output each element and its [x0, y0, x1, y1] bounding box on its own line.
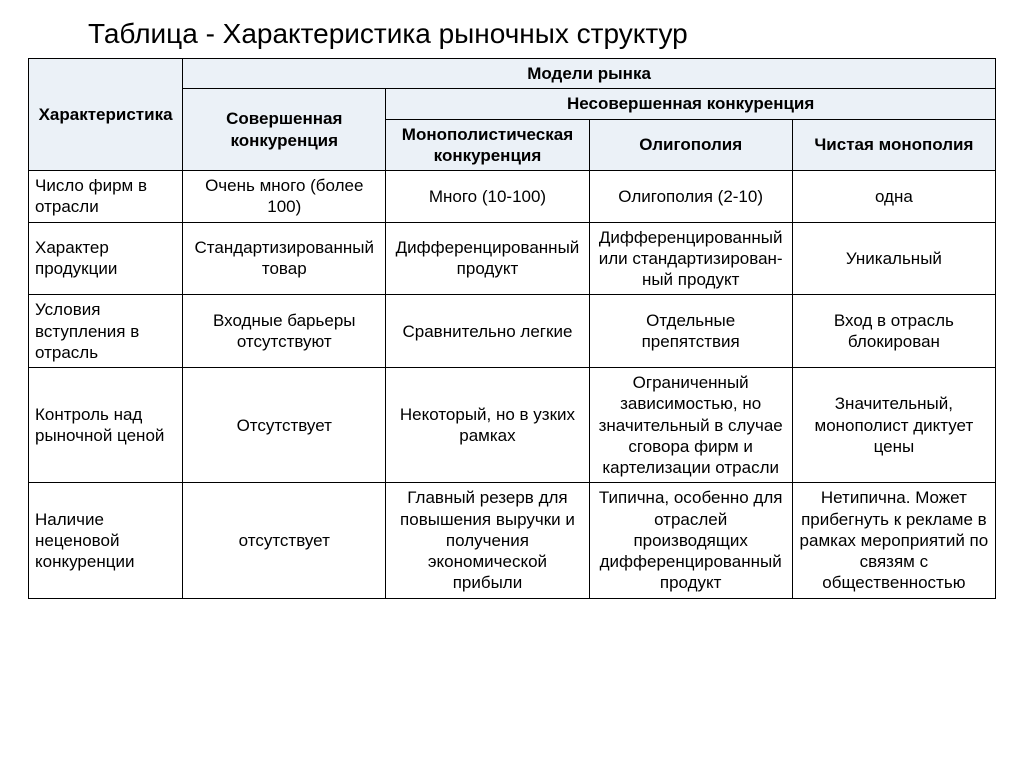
cell: Сравнительно легкие: [386, 295, 589, 368]
cell: Главный резерв для повышения выручки и п…: [386, 483, 589, 598]
cell: Отдельные препятствия: [589, 295, 792, 368]
cell: Олигополия (2-10): [589, 171, 792, 223]
page-container: Таблица - Характеристика рыночных структ…: [0, 0, 1024, 599]
row-label: Условия вступления в отрасль: [29, 295, 183, 368]
col-header-characteristic: Характеристика: [29, 59, 183, 171]
cell: Ограниченный зависимостью, но значительн…: [589, 368, 792, 483]
cell: одна: [792, 171, 995, 223]
col-header-oligo: Олигополия: [589, 119, 792, 171]
row-label: Характер продукции: [29, 222, 183, 295]
cell: Дифференцирован­ный или стандартизирован…: [589, 222, 792, 295]
cell: Дифференцирован­ный продукт: [386, 222, 589, 295]
cell: Уникальный: [792, 222, 995, 295]
page-title: Таблица - Характеристика рыночных структ…: [88, 18, 996, 50]
cell: Очень много (более 100): [183, 171, 386, 223]
col-header-perfect: Совершенная конкуренция: [183, 89, 386, 171]
cell: Некоторый, но в узких рамках: [386, 368, 589, 483]
table-row: Число фирм в отрасли Очень много (более …: [29, 171, 996, 223]
col-header-imperfect: Несовершенная конкуренция: [386, 89, 996, 119]
cell: Нетипична. Может прибегнуть к рекламе в …: [792, 483, 995, 598]
cell: Много (10-100): [386, 171, 589, 223]
row-label: Число фирм в отрасли: [29, 171, 183, 223]
table-row: Характер продукции Стандартизирован­ный …: [29, 222, 996, 295]
table-row: Контроль над рыночной ценой Отсутствует …: [29, 368, 996, 483]
cell: Отсутствует: [183, 368, 386, 483]
row-label: Наличие неценовой конкуренции: [29, 483, 183, 598]
col-header-models: Модели рынка: [183, 59, 996, 89]
table-row: Условия вступления в отрасль Входные бар…: [29, 295, 996, 368]
cell: Стандартизирован­ный товар: [183, 222, 386, 295]
cell: Типична, особенно для отраслей производя…: [589, 483, 792, 598]
row-label: Контроль над рыночной ценой: [29, 368, 183, 483]
cell: отсутствует: [183, 483, 386, 598]
cell: Вход в отрасль блокирован: [792, 295, 995, 368]
cell: Входные барьеры отсутствуют: [183, 295, 386, 368]
col-header-pure-mono: Чистая монополия: [792, 119, 995, 171]
header-row-1: Характеристика Модели рынка: [29, 59, 996, 89]
cell: Значительный, монополист диктует цены: [792, 368, 995, 483]
col-header-mono-comp: Монополистическая конкуренция: [386, 119, 589, 171]
table-row: Наличие неценовой конкуренции отсутствуе…: [29, 483, 996, 598]
market-structures-table: Характеристика Модели рынка Совершенная …: [28, 58, 996, 599]
